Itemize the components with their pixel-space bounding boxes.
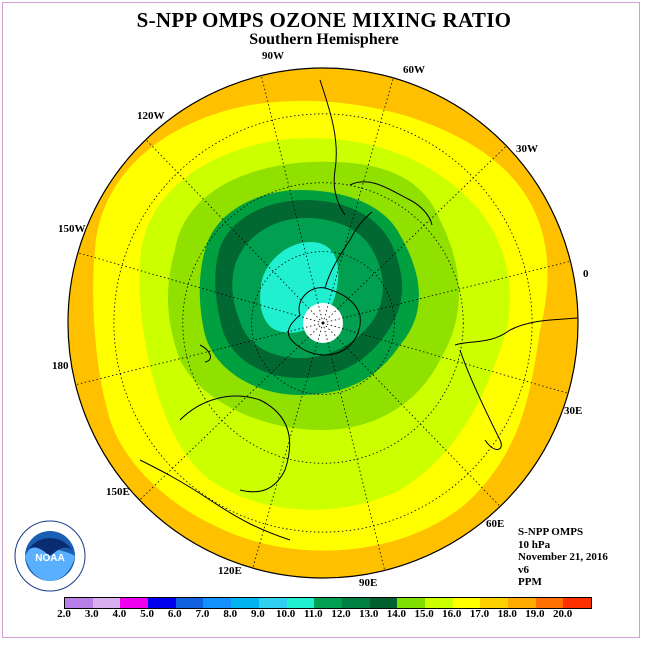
meridian-line bbox=[145, 139, 324, 324]
color-scale-tick: 7.0 bbox=[195, 608, 210, 620]
color-scale-segment bbox=[563, 598, 592, 608]
color-scale-labels: 2.0 3.0 4.0 5.0 6.0 7.0 8.0 9.0 10.0 11.0 12.0 13.0… bbox=[0, 608, 648, 622]
color-scale-segment bbox=[286, 598, 315, 608]
color-scale-segment bbox=[508, 598, 536, 608]
color-scale-segment bbox=[231, 598, 259, 608]
color-scale-segment bbox=[535, 598, 564, 608]
meridian-line bbox=[75, 322, 324, 386]
info-date: November 21, 2016 bbox=[518, 551, 608, 563]
color-scale-tick: 3.0 bbox=[84, 608, 99, 620]
meridian-line bbox=[322, 322, 501, 507]
color-scale-tick: 12.0 bbox=[331, 608, 351, 620]
color-scale-segment bbox=[203, 598, 232, 608]
info-version: v6 bbox=[518, 563, 529, 576]
color-scale-segment bbox=[452, 598, 481, 608]
color-scale-tick: 11.0 bbox=[303, 608, 323, 620]
lon-label-90e: 90E bbox=[359, 577, 378, 589]
coastlines bbox=[139, 68, 578, 541]
color-scale-tick: 15.0 bbox=[414, 608, 434, 620]
map-boundary bbox=[67, 67, 579, 579]
figure-frame bbox=[2, 2, 640, 638]
color-scale-segment bbox=[341, 598, 370, 608]
color-scale-segment bbox=[175, 598, 204, 608]
lon-label-120w: 120W bbox=[137, 110, 165, 122]
color-scale-bar bbox=[64, 597, 593, 609]
noaa-logo-text: NOAA bbox=[35, 553, 64, 564]
lon-label-60w: 60W bbox=[403, 64, 425, 76]
color-scale-tick: 5.0 bbox=[140, 608, 154, 620]
lon-label-180: 180 bbox=[52, 360, 69, 372]
map-info-block: S-NPP OMPS 10 hPa November 21, 2016 v6 P… bbox=[518, 526, 608, 589]
lon-label-90w: 90W bbox=[262, 50, 284, 62]
color-scale-tick: 17.0 bbox=[469, 608, 490, 620]
color-scale-tick: 4.0 bbox=[112, 608, 127, 620]
lon-label-0: 0 bbox=[583, 268, 589, 280]
color-scale-tick: 19.0 bbox=[525, 608, 545, 620]
map-subtitle: Southern Hemisphere bbox=[249, 31, 399, 48]
meridian-line bbox=[322, 322, 386, 571]
color-scale-segment bbox=[424, 598, 453, 608]
color-scale-segment bbox=[369, 598, 398, 608]
color-scale-segment bbox=[120, 598, 149, 608]
info-units: PPM bbox=[518, 576, 542, 588]
color-scale-segment bbox=[148, 598, 176, 608]
meridian-line bbox=[77, 252, 324, 324]
lon-label-120e: 120E bbox=[218, 565, 242, 577]
noaa-logo: NOAA bbox=[14, 520, 86, 592]
lon-label-60e: 60E bbox=[486, 518, 505, 530]
latitude-circle bbox=[182, 182, 464, 464]
graticule bbox=[75, 75, 571, 571]
color-scale-segment bbox=[480, 598, 508, 608]
color-scale-segment bbox=[92, 598, 121, 608]
meridian-line bbox=[322, 322, 569, 394]
meridian-line bbox=[322, 77, 394, 324]
meridian-line bbox=[252, 322, 324, 569]
lon-label-150w: 150W bbox=[58, 223, 86, 235]
lon-label-30e: 30E bbox=[564, 405, 583, 417]
color-scale-tick: 2.0 bbox=[57, 608, 71, 620]
color-scale-tick: 9.0 bbox=[251, 608, 265, 620]
info-level: 10 hPa bbox=[518, 538, 551, 551]
color-scale-tick: 16.0 bbox=[442, 608, 462, 620]
color-scale-segment bbox=[397, 598, 425, 608]
color-scale-tick: 18.0 bbox=[497, 608, 517, 620]
color-scale-segment bbox=[65, 598, 93, 608]
color-scale-tick: 13.0 bbox=[359, 608, 379, 620]
color-scale-segment bbox=[258, 598, 287, 608]
lon-label-150e: 150E bbox=[106, 486, 130, 498]
ozone-contours bbox=[68, 68, 578, 578]
map-title: S-NPP OMPS OZONE MIXING RATIO bbox=[136, 8, 512, 32]
latitude-circle bbox=[113, 113, 533, 533]
color-scale-tick: 6.0 bbox=[167, 608, 182, 620]
meridian-line bbox=[322, 260, 571, 324]
color-scale-tick: 10.0 bbox=[275, 608, 296, 620]
color-scale-segment bbox=[314, 598, 342, 608]
color-scale-tick: 20.0 bbox=[552, 608, 573, 620]
color-scale-tick: 14.0 bbox=[386, 608, 407, 620]
lon-label-30w: 30W bbox=[516, 143, 538, 155]
meridian-line bbox=[260, 75, 324, 324]
color-scale-tick: 8.0 bbox=[223, 608, 238, 620]
info-instrument: S-NPP OMPS bbox=[518, 526, 584, 538]
meridian-line bbox=[322, 145, 507, 324]
meridian-line bbox=[139, 322, 324, 501]
